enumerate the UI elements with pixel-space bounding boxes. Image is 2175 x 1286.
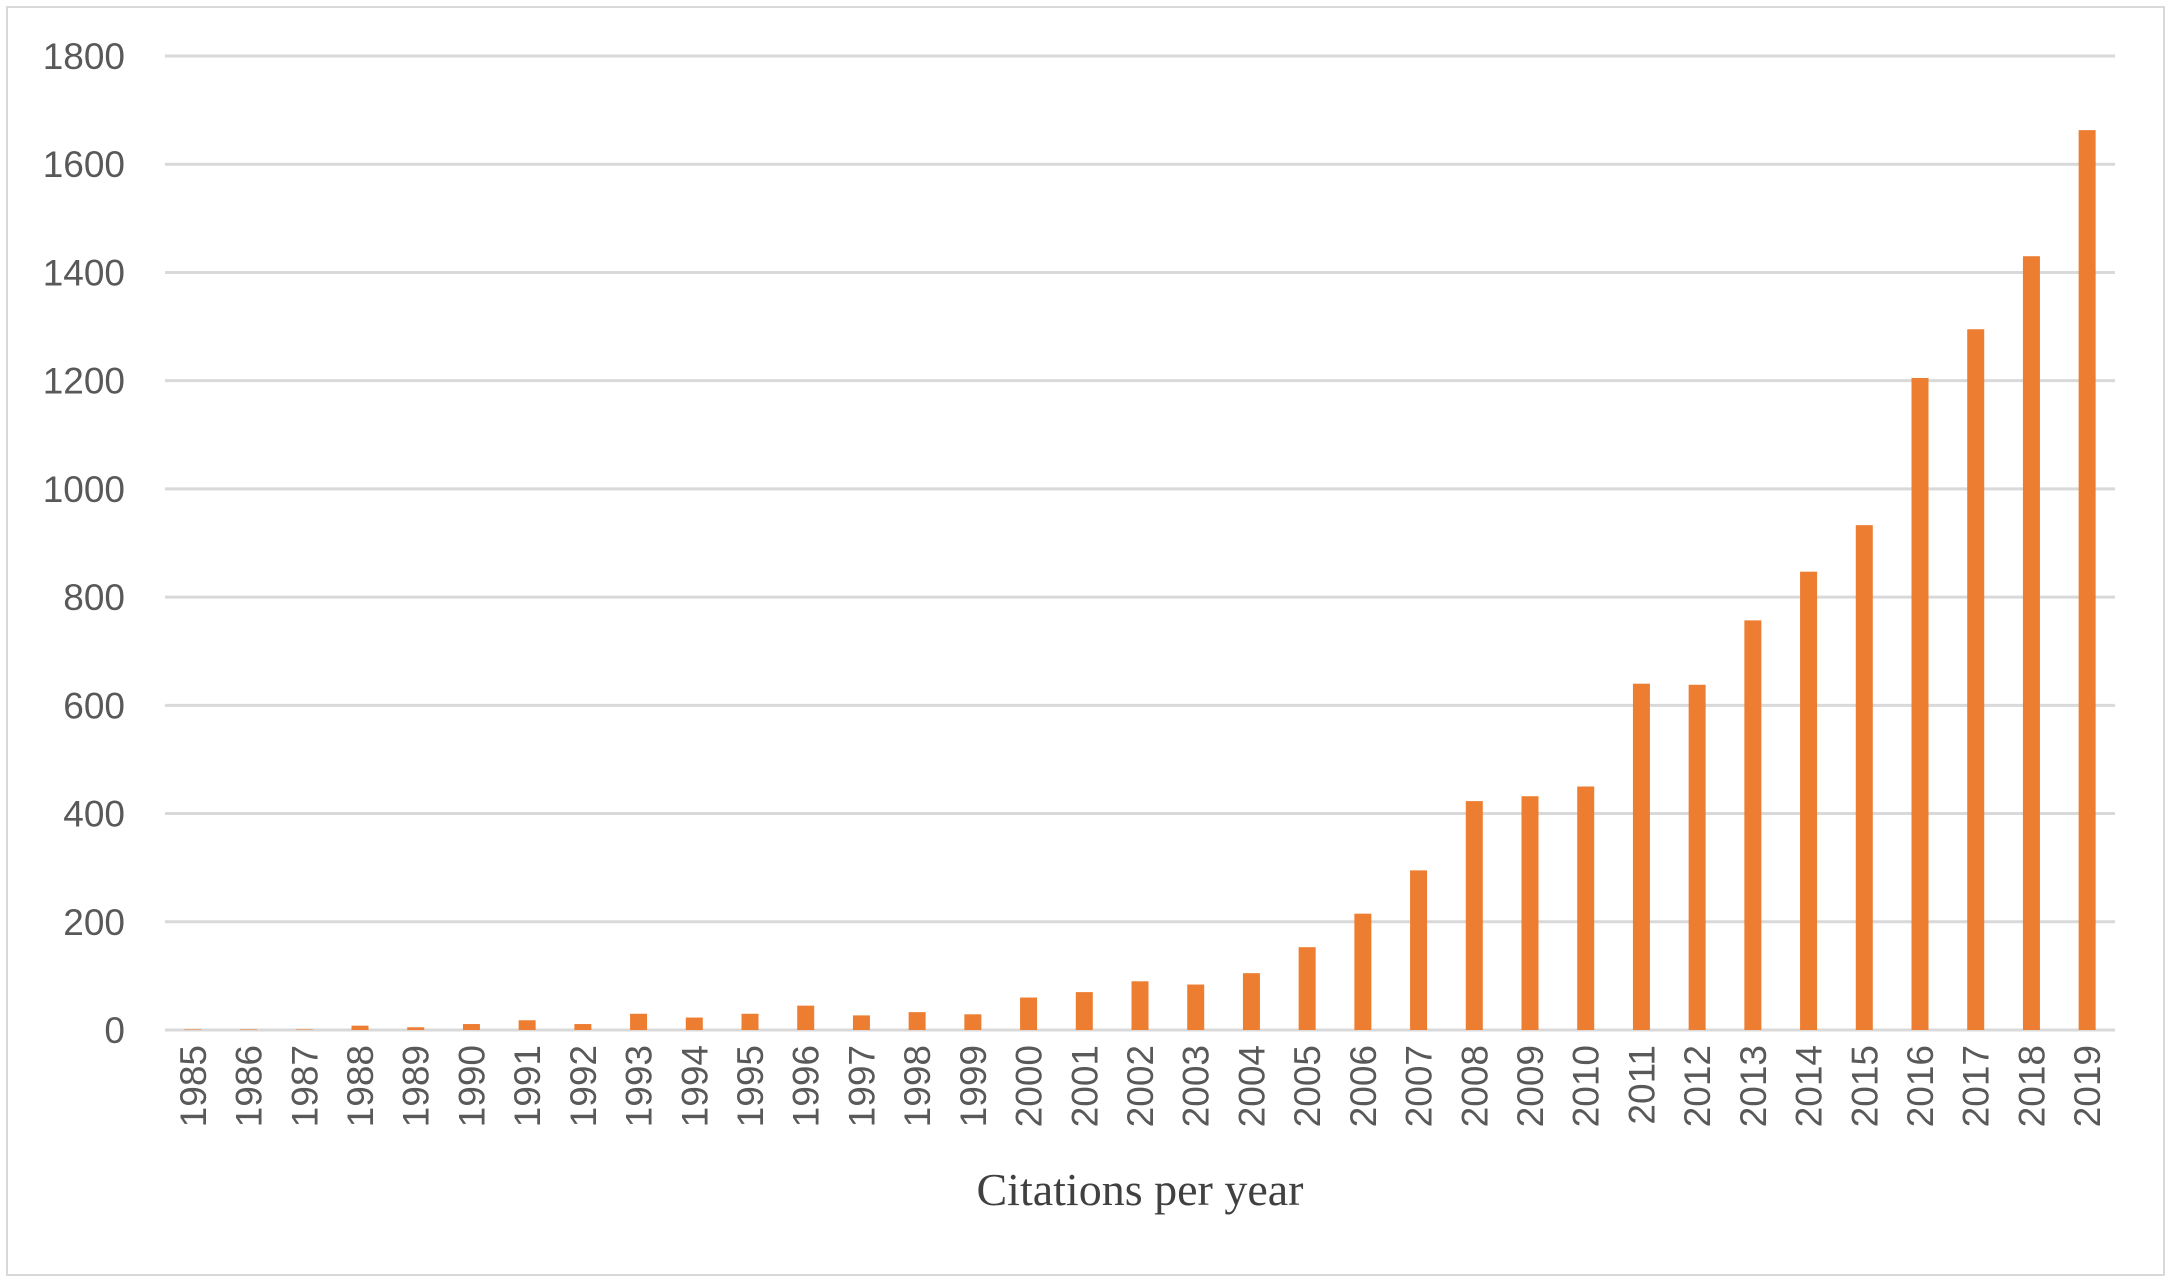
x-tick-label: 2002 bbox=[1120, 1045, 1161, 1127]
x-tick-label: 2007 bbox=[1399, 1045, 1440, 1127]
bar-2013 bbox=[1744, 620, 1762, 1030]
bar-1996 bbox=[797, 1005, 815, 1030]
y-axis-ticks: 0 200 400 600 800 1000 1200 1400 1600 1800 bbox=[43, 36, 125, 1051]
bar-2008 bbox=[1465, 801, 1483, 1030]
bar-1992 bbox=[574, 1024, 592, 1030]
x-tick-label: 2004 bbox=[1231, 1045, 1272, 1127]
y-tick-label: 1200 bbox=[43, 361, 125, 402]
x-tick-label: 1997 bbox=[841, 1045, 882, 1127]
y-tick-label: 600 bbox=[63, 685, 125, 726]
bar-2012 bbox=[1688, 684, 1706, 1030]
bar-1999 bbox=[964, 1014, 982, 1030]
y-tick-label: 1000 bbox=[43, 469, 125, 510]
x-tick-label: 1985 bbox=[173, 1045, 214, 1127]
y-tick-label: 200 bbox=[63, 902, 125, 943]
y-tick-label: 400 bbox=[63, 794, 125, 835]
bar-2001 bbox=[1075, 992, 1093, 1030]
bar-1993 bbox=[630, 1013, 648, 1030]
x-tick-label: 1996 bbox=[786, 1045, 827, 1127]
x-tick-label: 1999 bbox=[953, 1045, 994, 1127]
bar-2018 bbox=[2022, 256, 2040, 1030]
bar-1987 bbox=[295, 1029, 313, 1030]
bar-2019 bbox=[2078, 130, 2096, 1031]
x-tick-label: 2010 bbox=[1566, 1045, 1607, 1127]
x-tick-label: 1998 bbox=[897, 1045, 938, 1127]
bar-2015 bbox=[1855, 525, 1873, 1030]
bar-1997 bbox=[852, 1015, 870, 1030]
x-tick-label: 1993 bbox=[619, 1045, 660, 1127]
x-tick-label: 1986 bbox=[229, 1045, 270, 1127]
bar-2011 bbox=[1632, 683, 1650, 1030]
y-tick-label: 1800 bbox=[43, 36, 125, 77]
x-axis-label: Citations per year bbox=[976, 1164, 1303, 1215]
x-tick-label: 2013 bbox=[1733, 1045, 1774, 1127]
bar-1991 bbox=[518, 1020, 536, 1030]
bar-2010 bbox=[1577, 786, 1595, 1030]
x-tick-label: 2003 bbox=[1176, 1045, 1217, 1127]
y-tick-label: 1400 bbox=[43, 252, 125, 293]
bar-2003 bbox=[1187, 984, 1205, 1030]
bar-2002 bbox=[1131, 981, 1149, 1030]
bar-2006 bbox=[1354, 913, 1372, 1030]
x-tick-label: 2006 bbox=[1343, 1045, 1384, 1127]
bar-2017 bbox=[1967, 329, 1985, 1030]
x-tick-label: 1990 bbox=[451, 1045, 492, 1127]
x-tick-label: 2000 bbox=[1009, 1045, 1050, 1127]
x-tick-label: 2017 bbox=[1956, 1045, 1997, 1127]
bar-2009 bbox=[1521, 796, 1539, 1030]
x-tick-label: 2018 bbox=[2011, 1045, 2052, 1127]
bar-1998 bbox=[908, 1012, 926, 1030]
bar-2000 bbox=[1020, 997, 1038, 1030]
x-tick-label: 2011 bbox=[1621, 1045, 1662, 1125]
x-tick-label: 1995 bbox=[730, 1045, 771, 1127]
x-tick-label: 2005 bbox=[1287, 1045, 1328, 1127]
x-tick-label: 1991 bbox=[507, 1045, 548, 1127]
x-tick-label: 1994 bbox=[674, 1045, 715, 1127]
x-tick-label: 2019 bbox=[2067, 1045, 2108, 1127]
bar-1988 bbox=[351, 1025, 369, 1030]
y-tick-label: 800 bbox=[63, 577, 125, 618]
x-tick-label: 1992 bbox=[563, 1045, 604, 1127]
x-tick-label: 2012 bbox=[1677, 1045, 1718, 1127]
bar-1985 bbox=[184, 1029, 202, 1030]
x-tick-label: 1989 bbox=[396, 1045, 437, 1127]
x-tick-label: 2014 bbox=[1789, 1045, 1830, 1127]
bars bbox=[184, 130, 2096, 1031]
bar-2007 bbox=[1410, 870, 1428, 1030]
gridlines bbox=[165, 54, 2115, 1032]
y-tick-label: 0 bbox=[104, 1010, 125, 1051]
y-tick-label: 1600 bbox=[43, 144, 125, 185]
bar-1989 bbox=[407, 1027, 425, 1030]
bar-1986 bbox=[240, 1029, 258, 1030]
x-axis-ticks: 1985 1986 1987 1988 1989 1990 1991 1992 1993 1994… bbox=[173, 1045, 2108, 1127]
x-tick-label: 2001 bbox=[1064, 1045, 1105, 1127]
bar-2004 bbox=[1242, 973, 1260, 1030]
bar-1990 bbox=[462, 1024, 480, 1030]
bar-2005 bbox=[1298, 947, 1316, 1030]
bar-2016 bbox=[1911, 377, 1929, 1030]
x-tick-label: 2008 bbox=[1454, 1045, 1495, 1127]
bar-1995 bbox=[741, 1013, 759, 1030]
x-tick-label: 2009 bbox=[1510, 1045, 1551, 1127]
x-tick-label: 2015 bbox=[1844, 1045, 1885, 1127]
x-tick-label: 2016 bbox=[1900, 1045, 1941, 1127]
x-tick-label: 1987 bbox=[284, 1045, 325, 1127]
bar-1994 bbox=[685, 1017, 703, 1030]
bar-2014 bbox=[1800, 571, 1818, 1030]
x-tick-label: 1988 bbox=[340, 1045, 381, 1127]
